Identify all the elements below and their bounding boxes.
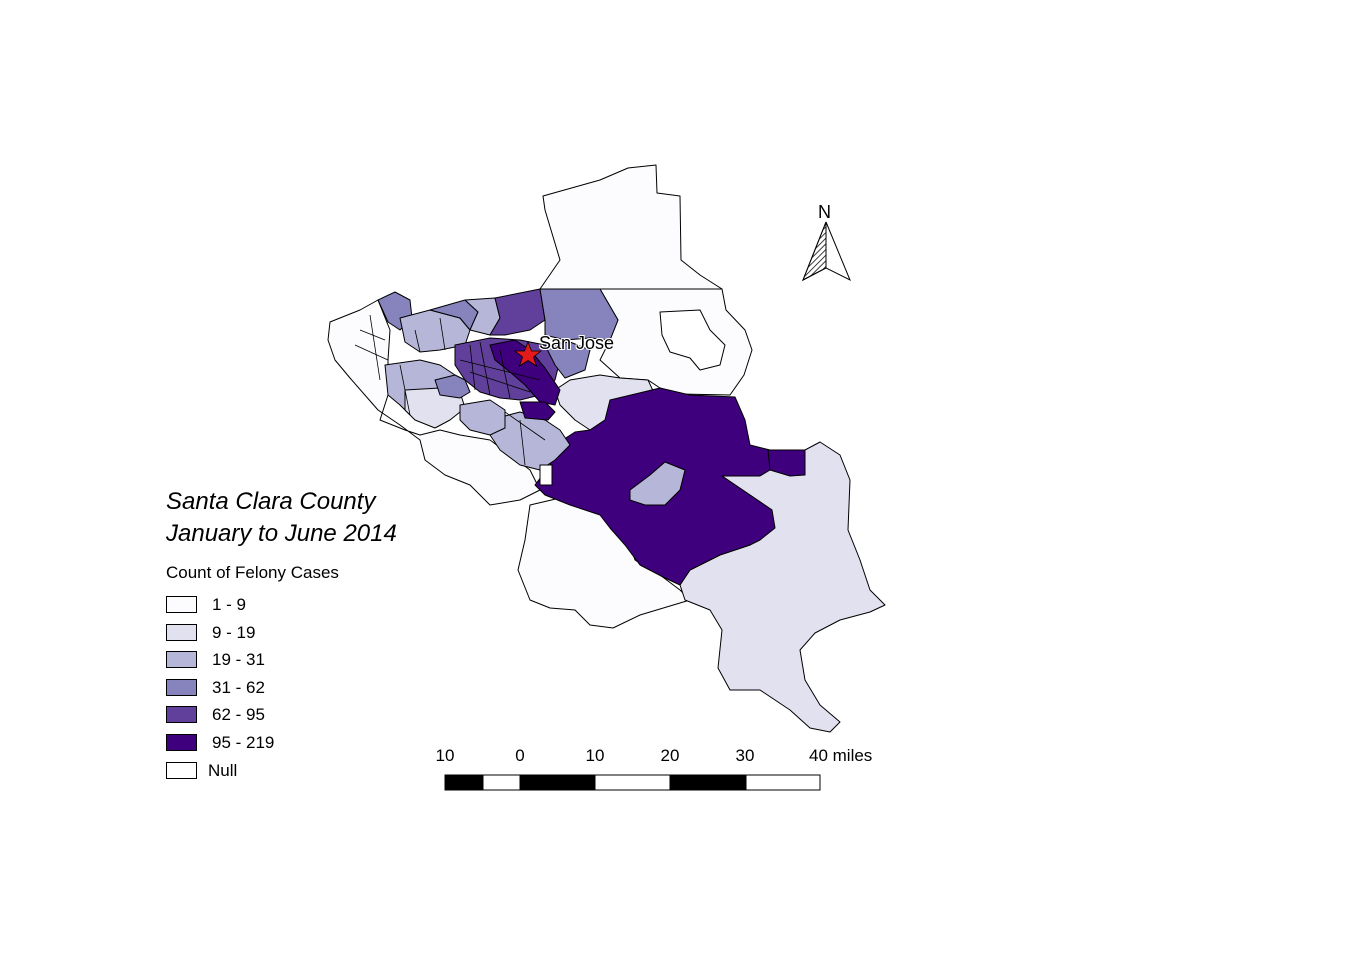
legend-swatch [166, 678, 197, 696]
scale-tick-label: 20 [660, 746, 680, 765]
legend-item: 9 - 19 [166, 623, 274, 651]
legend-item: 95 - 219 [166, 733, 274, 761]
scale-tick-label: 30 [735, 746, 755, 765]
map-regions [327, 164, 886, 733]
legend: 1 - 9 9 - 19 19 - 31 31 - 62 62 - 95 95 … [166, 595, 274, 788]
region-null-east [659, 309, 726, 371]
region-core-east [544, 341, 591, 379]
legend-swatch [166, 623, 197, 641]
legend-swatch [166, 733, 197, 751]
region-north [539, 164, 723, 290]
legend-label: 31 - 62 [212, 677, 265, 697]
scale-tick-label: 0 [515, 746, 525, 765]
north-arrow-icon [802, 221, 851, 282]
scale-tick-label: 10 [435, 746, 455, 765]
legend-label: 19 - 31 [212, 650, 265, 670]
internal-boundaries [354, 314, 546, 466]
region-core-west [434, 374, 471, 399]
legend-item: 19 - 31 [166, 650, 274, 678]
north-label: N [818, 202, 831, 222]
legend-item: 1 - 9 [166, 595, 274, 623]
map-title-line1: Santa Clara County [166, 488, 376, 515]
legend-swatch [166, 596, 197, 613]
scale-bar [444, 774, 821, 791]
region-pocket [629, 461, 686, 506]
region-core-high [489, 339, 561, 406]
region-core-south [519, 401, 556, 421]
legend-label: Null [208, 760, 238, 780]
legend-label: 95 - 219 [212, 732, 275, 752]
region-urban-southwest [459, 399, 506, 436]
legend-swatch [166, 706, 197, 724]
region-east-strip [767, 449, 806, 477]
legend-label: 62 - 95 [212, 705, 265, 725]
legend-label: 9 - 19 [212, 622, 256, 642]
map-title-line2: January to June 2014 [166, 520, 397, 547]
legend-item: 31 - 62 [166, 678, 274, 706]
region-urban-n3 [489, 288, 546, 336]
city-label-san-jose: San Jose [539, 333, 615, 353]
legend-swatch [166, 651, 197, 669]
legend-swatch [166, 761, 197, 779]
region-urban-ne [539, 288, 619, 341]
scale-tick-label: 10 [585, 746, 605, 765]
legend-heading: Count of Felony Cases [166, 563, 339, 582]
region-null-south [539, 464, 553, 486]
legend-item: 62 - 95 [166, 705, 274, 733]
scale-unit-label: 40 miles [809, 746, 873, 765]
legend-item: Null [166, 761, 274, 789]
star-icon [513, 340, 543, 367]
legend-label: 1 - 9 [212, 595, 247, 614]
